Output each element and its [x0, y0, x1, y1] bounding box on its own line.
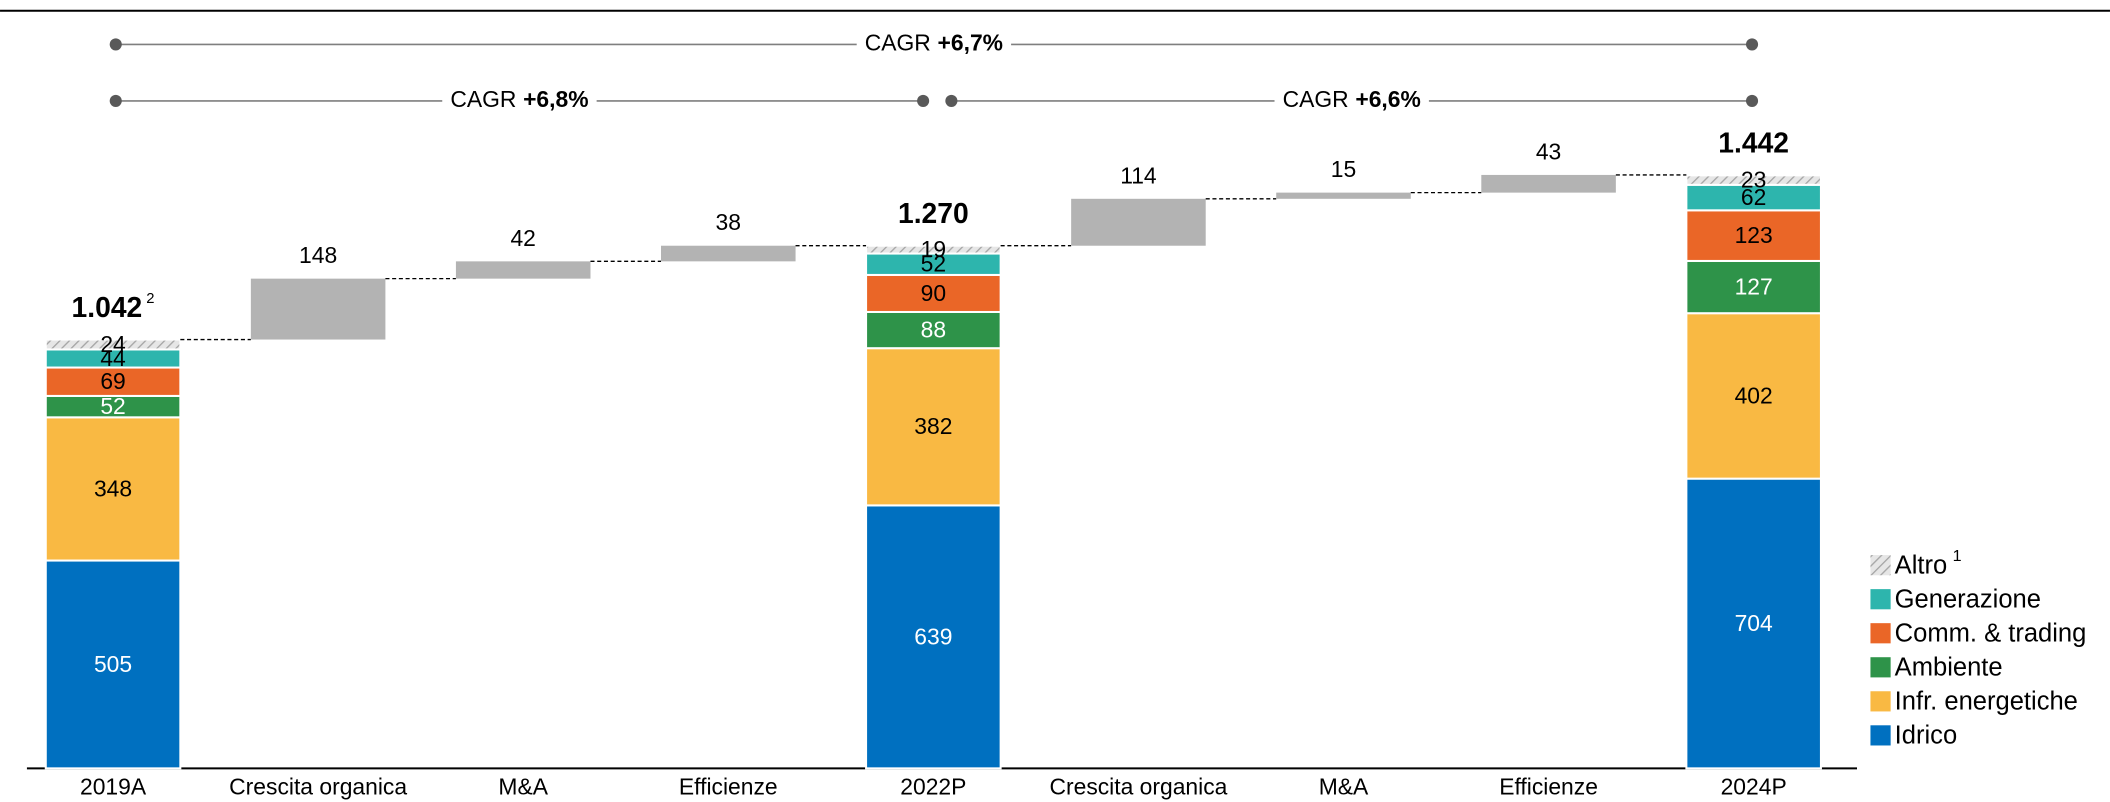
stack-segment [1685, 209, 1822, 262]
stack-segment [865, 273, 1002, 313]
stack-segment [44, 338, 182, 351]
x-tick-label: 2022P [900, 774, 966, 800]
cagr-dot [109, 38, 122, 51]
legend-name: Ambiente [1895, 653, 2003, 681]
segment-label: 402 [1735, 382, 1773, 408]
segment-label: 52 [100, 393, 125, 419]
legend-label: Comm. & trading [1895, 619, 2087, 647]
increment-label: 114 [1120, 162, 1157, 188]
segment-label: 88 [921, 316, 946, 342]
legend-swatch [1870, 691, 1891, 712]
segment-label: 348 [94, 475, 132, 501]
segment-label: 382 [914, 413, 952, 439]
x-tick-label: 2024P [1721, 774, 1787, 800]
cagr-text: CAGR [865, 29, 931, 55]
segment-label: 62 [1741, 184, 1766, 210]
legend-label: Generazione [1895, 585, 2041, 613]
legend-label: Ambiente [1895, 653, 2003, 681]
cagr-text: CAGR [1283, 86, 1349, 112]
stack-segment [1685, 174, 1822, 186]
cagr-label: CAGR +6,8% [450, 86, 588, 112]
total-label: 1.270 [898, 198, 969, 230]
increment-bar [250, 278, 386, 340]
increment-bar [1276, 192, 1411, 199]
cagr-bg [856, 29, 1012, 56]
total-label: 1.042 2 [72, 291, 155, 323]
segment-label: 639 [914, 623, 952, 649]
legend-name: Comm. & trading [1895, 619, 2087, 647]
increment-bar [455, 261, 591, 279]
increment-label: 148 [299, 242, 337, 268]
increment-label: 42 [510, 225, 535, 251]
stack-segment [1685, 477, 1822, 770]
x-tick-label: 2019A [80, 774, 147, 800]
cagr-bg [442, 85, 597, 112]
stack-segment [44, 366, 182, 397]
x-tick-label: M&A [498, 774, 548, 800]
increment-bar [660, 245, 796, 262]
legend-name: Altro [1895, 551, 1948, 579]
segment-label: 127 [1735, 273, 1773, 299]
stack-segment [865, 310, 1002, 350]
footnote: 1 [1953, 547, 1962, 565]
segment-label: 90 [921, 280, 946, 306]
cagr-dot [917, 94, 930, 107]
segment-label: 23 [1741, 166, 1766, 192]
cagr-value: +6,7% [938, 29, 1003, 55]
stack-segment [865, 244, 1002, 255]
segment-label: 52 [921, 251, 946, 277]
legend-name: Idrico [1895, 721, 1957, 749]
segment-label: 24 [100, 331, 126, 357]
legend-swatch [1870, 589, 1891, 610]
increment-bar [1071, 198, 1206, 246]
legend-swatch [1870, 555, 1891, 576]
x-tick-label: Efficienze [1499, 774, 1598, 800]
segment-label: 19 [921, 236, 946, 262]
increment-label: 15 [1331, 156, 1356, 182]
legend-swatch [1870, 623, 1891, 644]
cagr-dot [945, 94, 958, 107]
cagr-bg [1274, 85, 1429, 112]
cagr-value: +6,6% [1355, 86, 1420, 112]
total-value: 1.270 [898, 198, 969, 230]
legend-swatch [1870, 657, 1891, 678]
legend-label: Altro 1 [1895, 547, 1962, 579]
cagr-value: +6,8% [523, 86, 588, 112]
total-value: 1.042 [72, 291, 143, 323]
cagr-dot [109, 94, 122, 107]
segment-label: 123 [1735, 222, 1773, 248]
cagr-dot [1745, 38, 1759, 51]
x-tick-label: Efficienze [679, 774, 778, 800]
segment-label: 505 [94, 651, 132, 677]
total-value: 1.442 [1718, 127, 1789, 159]
legend-label: Infr. energetiche [1895, 687, 2078, 715]
increment-bar [1481, 174, 1616, 193]
x-tick-label: M&A [1319, 774, 1369, 800]
segment-label: 704 [1735, 610, 1773, 636]
cagr-text: CAGR [450, 86, 516, 112]
legend-name: Infr. energetiche [1895, 687, 2078, 715]
segment-label: 69 [100, 368, 125, 394]
x-tick-label: Crescita organica [1049, 774, 1227, 800]
cagr-label: CAGR +6,7% [865, 29, 1003, 55]
increment-label: 43 [1536, 138, 1561, 164]
legend-label: Idrico [1895, 721, 1957, 749]
x-tick-label: Crescita organica [229, 774, 407, 800]
cagr-label: CAGR +6,6% [1283, 86, 1421, 112]
stack-segment [1685, 259, 1822, 315]
increment-label: 38 [716, 209, 741, 235]
footnote: 2 [146, 291, 154, 307]
legend-swatch [1870, 725, 1891, 746]
cagr-dot [1745, 94, 1759, 107]
legend-name: Generazione [1895, 585, 2041, 613]
stack-segment [44, 559, 182, 770]
total-label: 1.442 [1718, 127, 1789, 159]
